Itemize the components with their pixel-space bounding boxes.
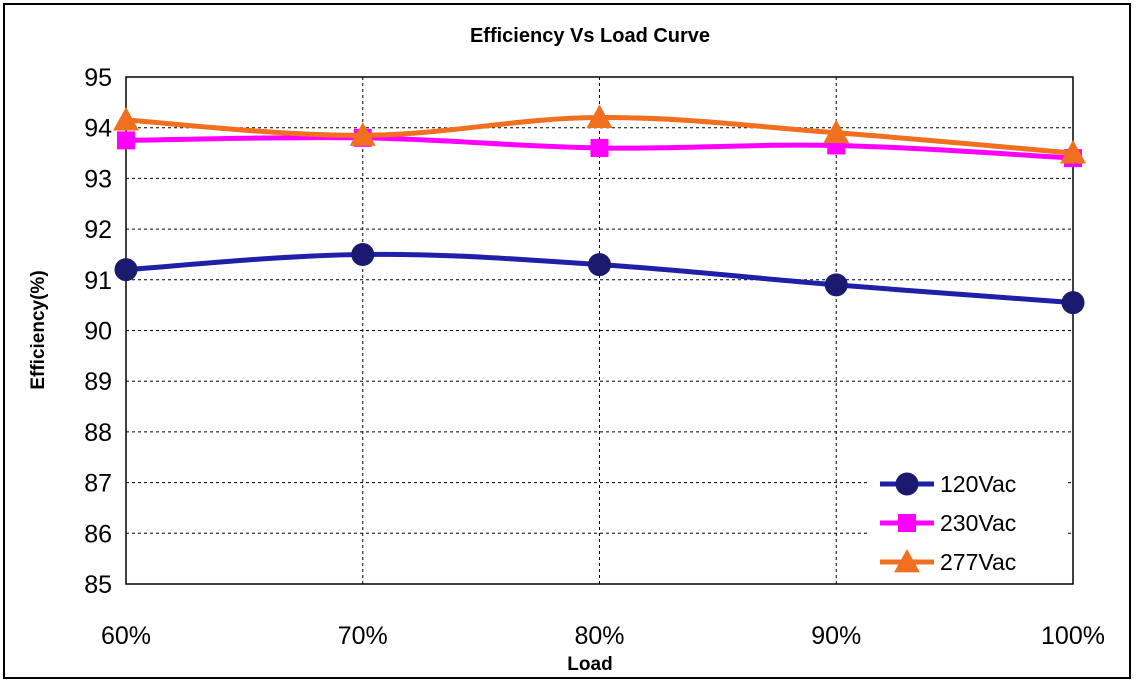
legend-label: 277Vac <box>940 549 1016 575</box>
x-tick-label: 90% <box>811 622 861 650</box>
y-tick-label: 91 <box>84 267 112 295</box>
legend: 120Vac 230Vac 277Vac <box>868 458 1068 582</box>
data-point <box>1061 291 1085 315</box>
y-tick-label: 88 <box>84 419 112 447</box>
y-tick-label: 93 <box>84 165 112 193</box>
data-point <box>117 131 135 150</box>
y-tick-label: 94 <box>84 115 112 143</box>
y-tick-label: 92 <box>84 216 112 244</box>
plot-area <box>125 76 1074 585</box>
data-point <box>114 258 138 282</box>
data-point <box>1060 140 1086 164</box>
data-point <box>586 104 613 128</box>
legend-label: 120Vac <box>940 471 1016 497</box>
x-tick-label: 70% <box>338 622 388 650</box>
x-tick-label: 60% <box>101 622 151 650</box>
series-277Vac <box>113 104 1086 164</box>
y-tick-label: 90 <box>84 318 112 346</box>
y-tick-label: 85 <box>84 571 112 599</box>
series-120Vac <box>114 242 1085 315</box>
data-point <box>351 242 375 266</box>
data-point <box>823 119 850 144</box>
chart-title: Efficiency Vs Load Curve <box>470 25 710 47</box>
x-tick-label: 100% <box>1041 622 1105 650</box>
y-tick-label: 86 <box>84 520 112 548</box>
y-tick-label: 95 <box>84 64 112 92</box>
series-layer <box>113 104 1086 315</box>
legend-label: 230Vac <box>940 510 1016 536</box>
y-axis-label: Efficiency(%) <box>28 270 49 389</box>
x-tick-label: 80% <box>574 622 624 650</box>
data-point <box>113 107 139 131</box>
y-tick-labels: 85 86 87 88 89 90 91 92 93 94 95 <box>84 64 112 599</box>
y-tick-label: 87 <box>84 470 112 498</box>
data-point <box>349 122 376 146</box>
y-tick-label: 89 <box>84 368 112 396</box>
legend-marker <box>894 549 920 573</box>
x-tick-labels: 60% 70% 80% 90% 100% <box>101 622 1105 650</box>
x-axis-label: Load <box>567 654 612 675</box>
data-point <box>824 273 848 297</box>
data-point <box>588 253 611 277</box>
data-point <box>590 138 609 157</box>
legend-marker <box>898 514 916 532</box>
legend-marker <box>895 472 919 496</box>
